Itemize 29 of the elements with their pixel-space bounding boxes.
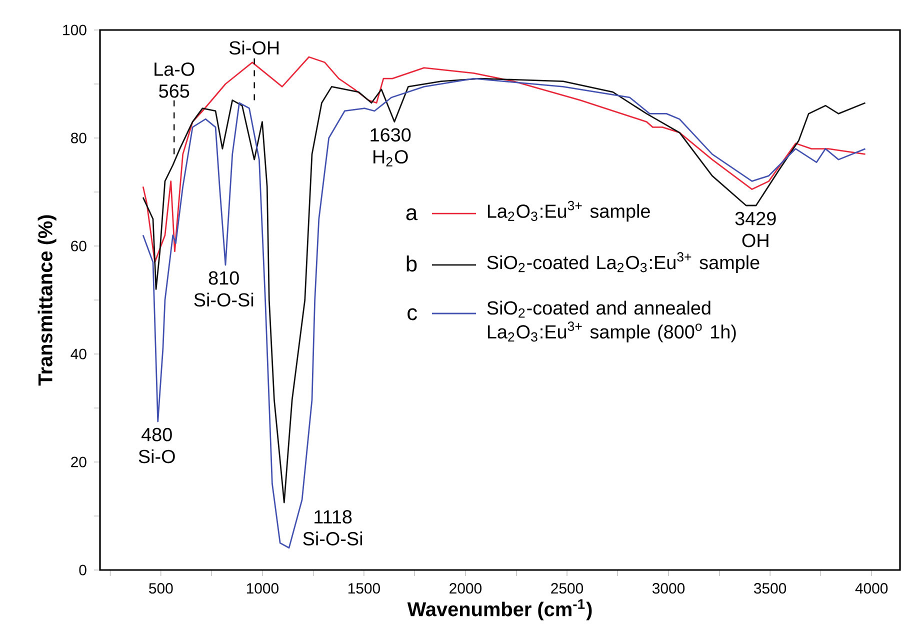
- annotation: 1118 Si-O-Si: [303, 510, 362, 546]
- x-axis-title: Wavenumber (cm$^{-1}$): [407, 599, 592, 620]
- x-tick-label: 1000: [246, 583, 278, 594]
- x-tick-label: 4000: [855, 583, 888, 594]
- x-tick-label: 2000: [450, 583, 482, 594]
- y-tick-label: 40: [70, 348, 86, 360]
- x-tick-label: 3000: [652, 583, 685, 594]
- annotation: 3429 OH: [735, 212, 776, 248]
- y-tick-label: 20: [71, 456, 86, 468]
- y-tick-label: 60: [71, 240, 86, 252]
- annotation: La-O 565: [154, 62, 194, 98]
- annotation: 1630 H$_{2}$O: [370, 128, 411, 166]
- legend-label: La$_{2}$O$_{3}$:Eu$^{3+}$ sample: [488, 200, 650, 222]
- y-axis-title: Transmittance (%): [38, 215, 56, 386]
- annotation: 480 Si-O: [138, 428, 175, 464]
- x-tick-label: 2500: [551, 583, 584, 594]
- annotation: 810 Si-O-Si: [194, 271, 254, 307]
- x-tick-label: 3500: [754, 583, 786, 594]
- y-tick-label: 80: [70, 132, 86, 144]
- text: SiO$_{2}$-coated La$_{2}$O$_{3}$:Eu$^{3+}$ sample: [487, 252, 760, 273]
- annotation: Si-OH: [229, 40, 279, 55]
- y-tick-label: 0: [79, 564, 86, 576]
- annotation: b: [406, 256, 417, 272]
- annotation: c: [408, 308, 418, 320]
- annotation: a: [406, 208, 418, 220]
- x-tick-label: 500: [149, 583, 173, 594]
- x-tick-label: 1500: [348, 583, 380, 594]
- y-tick-label: 100: [63, 24, 86, 36]
- text: SiO$_{2}$-coated and annealed La$_{2}$O$_{3}$:Eu$^{3+}$ sample (800$^{o}$ 1h): [487, 300, 736, 342]
